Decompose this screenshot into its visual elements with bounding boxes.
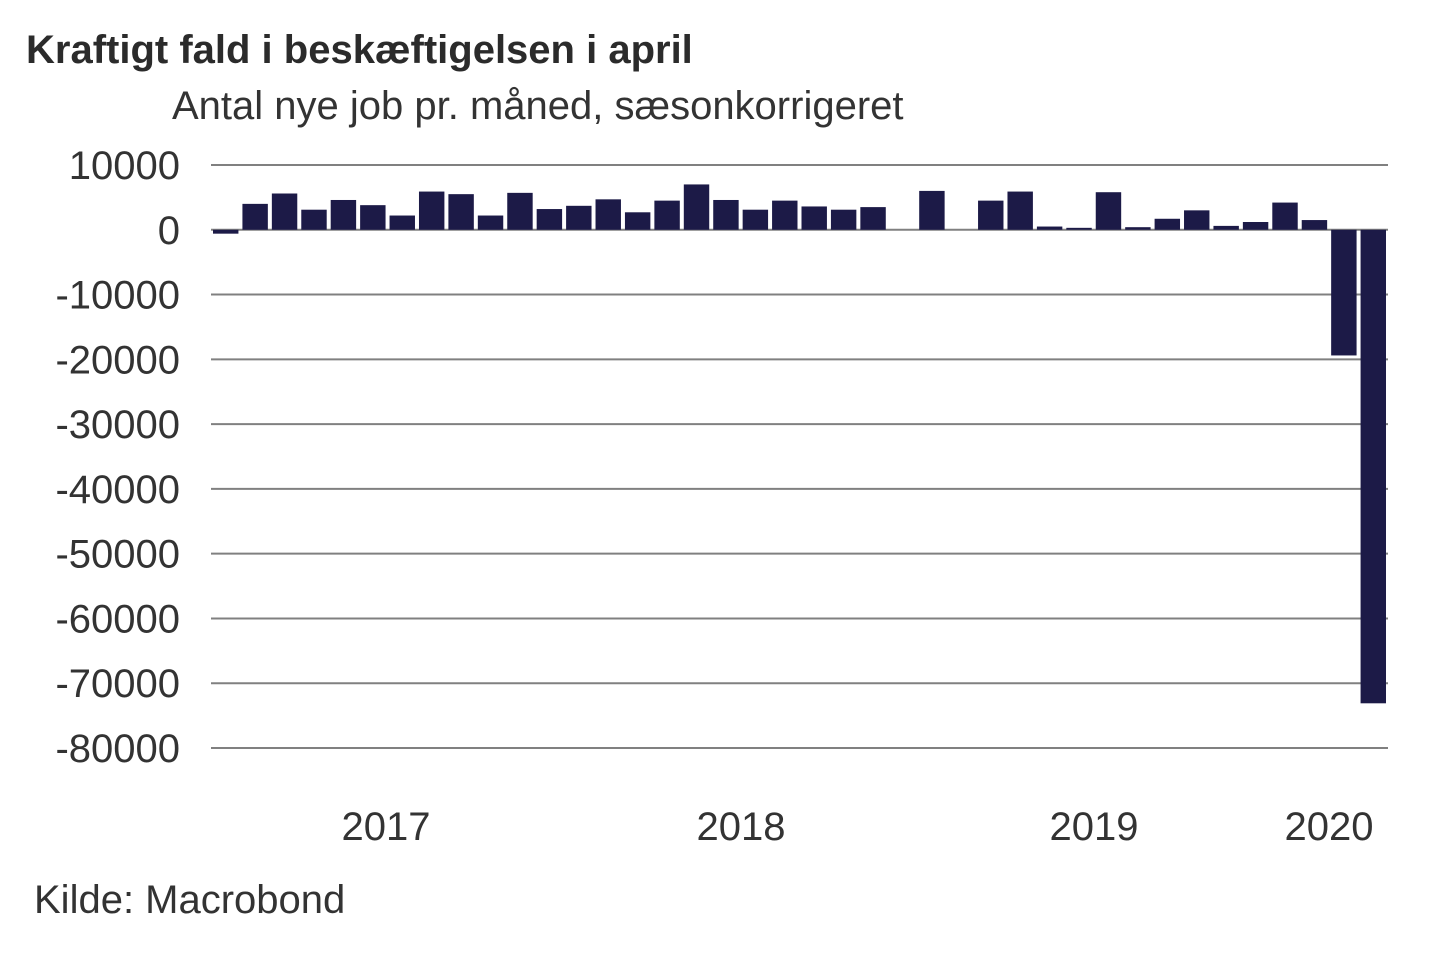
bar <box>1095 192 1122 230</box>
bar <box>801 206 827 230</box>
y-tick-label: -10000 <box>55 274 180 318</box>
bar <box>330 199 357 230</box>
grid-lines <box>211 164 1388 749</box>
bar <box>389 215 415 230</box>
bar <box>830 209 857 230</box>
bar <box>1066 227 1092 230</box>
chart-subtitle: Antal nye job pr. måned, sæsonkorrigeret <box>172 84 904 128</box>
y-tick-label: -40000 <box>55 468 180 512</box>
bar <box>624 212 651 230</box>
chart-title: Kraftigt fald i beskæftigelsen i april <box>26 28 693 72</box>
bar <box>1301 220 1328 230</box>
bar <box>213 229 239 234</box>
bar <box>242 203 268 230</box>
bar <box>1242 222 1269 230</box>
bar <box>566 205 592 230</box>
chart-source: Kilde: Macrobond <box>34 878 346 922</box>
bar <box>742 209 769 230</box>
y-tick-label: -70000 <box>55 662 180 706</box>
bar <box>507 192 533 230</box>
bar <box>477 215 504 230</box>
bar <box>448 194 474 230</box>
bars <box>213 184 1386 704</box>
y-tick-label: 10000 <box>69 144 180 188</box>
y-axis-tick-labels: 10000 0 -10000 -20000 -30000 -40000 -50000 -600… <box>55 144 180 771</box>
bar <box>301 209 327 230</box>
bar <box>1360 229 1386 704</box>
bar <box>1036 226 1063 230</box>
x-tick-label: 2019 <box>1050 805 1139 849</box>
y-tick-label: -30000 <box>55 403 180 447</box>
bar <box>713 199 739 230</box>
bar <box>860 207 886 230</box>
bar <box>978 200 1004 230</box>
bar <box>772 200 798 230</box>
bar <box>536 209 563 230</box>
bar <box>360 205 386 230</box>
bar <box>1007 191 1033 230</box>
x-tick-label: 2017 <box>342 805 431 849</box>
x-tick-label: 2018 <box>697 805 786 849</box>
y-tick-label: 0 <box>158 209 180 253</box>
y-tick-label: -50000 <box>55 533 180 577</box>
bar <box>654 200 680 230</box>
bar <box>1272 202 1298 230</box>
y-tick-label: -20000 <box>55 338 180 382</box>
y-tick-label: -80000 <box>55 727 180 771</box>
bar <box>418 191 445 230</box>
bar <box>1213 225 1239 230</box>
bar <box>1331 229 1357 356</box>
x-tick-label: 2020 <box>1285 805 1374 849</box>
bar <box>1154 218 1181 230</box>
bar <box>595 199 621 230</box>
bar <box>683 184 710 230</box>
x-axis-tick-labels: 2017 2018 2019 2020 <box>342 805 1374 849</box>
y-tick-label: -60000 <box>55 597 180 641</box>
bar <box>919 190 945 230</box>
bar <box>271 193 298 230</box>
bar <box>1125 227 1151 230</box>
bar <box>1184 210 1210 230</box>
